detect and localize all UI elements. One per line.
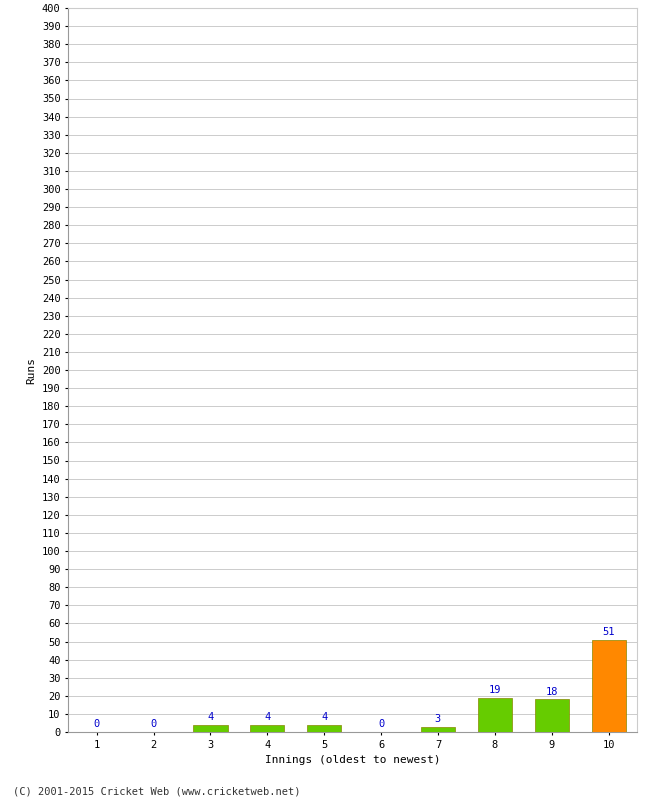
Text: 0: 0: [94, 719, 100, 730]
Text: 3: 3: [435, 714, 441, 724]
Bar: [250, 725, 285, 732]
Y-axis label: Runs: Runs: [26, 357, 36, 383]
Bar: [194, 725, 228, 732]
Text: 0: 0: [378, 719, 384, 730]
Bar: [478, 698, 512, 732]
Text: 4: 4: [207, 712, 214, 722]
Text: 0: 0: [150, 719, 157, 730]
Bar: [421, 726, 455, 732]
Bar: [307, 725, 341, 732]
Bar: [534, 699, 569, 732]
Text: 4: 4: [321, 712, 328, 722]
Text: (C) 2001-2015 Cricket Web (www.cricketweb.net): (C) 2001-2015 Cricket Web (www.cricketwe…: [13, 786, 300, 796]
Text: 4: 4: [264, 712, 270, 722]
X-axis label: Innings (oldest to newest): Innings (oldest to newest): [265, 755, 441, 765]
Text: 18: 18: [545, 686, 558, 697]
Text: 51: 51: [603, 627, 615, 637]
Text: 19: 19: [489, 685, 501, 695]
Bar: [592, 640, 625, 732]
